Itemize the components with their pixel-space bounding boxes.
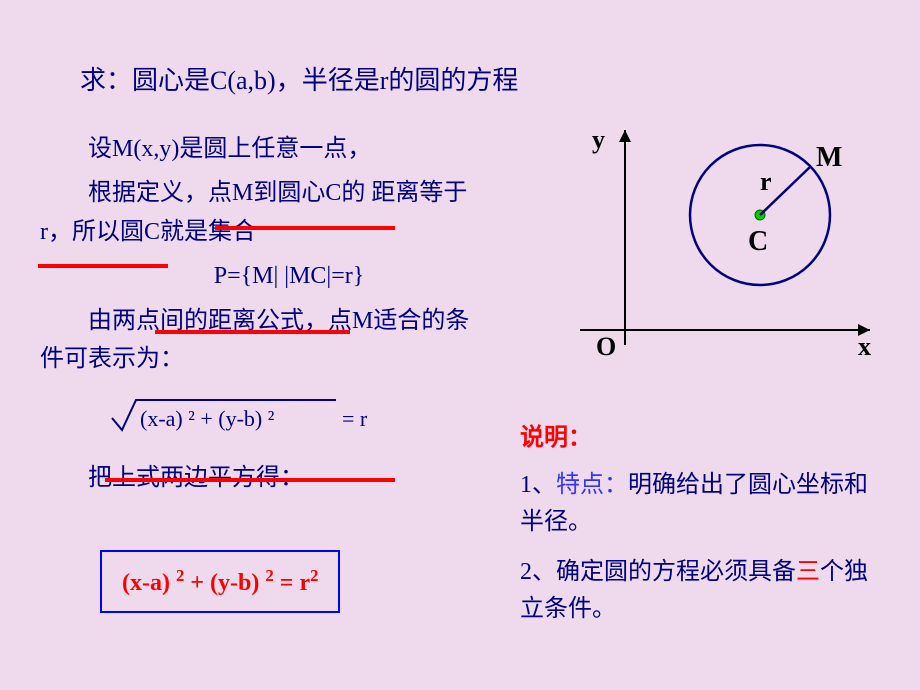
M-label: M bbox=[816, 142, 842, 173]
sqrt-eq-r: = r bbox=[342, 406, 368, 431]
origin-label: O bbox=[596, 332, 616, 361]
set-formula: P={M| |MC|=r} bbox=[40, 257, 490, 295]
p2b: 点M到圆心C的 bbox=[208, 180, 365, 206]
pt1-num: 1、 bbox=[520, 472, 556, 498]
p3: 由两点间的距离公式，点M适合的条件可表示为： bbox=[40, 302, 490, 379]
p2a: 根据定义， bbox=[88, 180, 208, 206]
p1: 设M(x,y)是圆上任意一点， bbox=[40, 130, 490, 168]
explanation: 说明： 1、特点：明确给出了圆心坐标和半径。 2、确定圆的方程必须具备三个独立条… bbox=[520, 420, 890, 640]
explain-pt2: 2、确定圆的方程必须具备三个独立条件。 bbox=[520, 554, 890, 628]
pt2-red: 三 bbox=[796, 559, 820, 585]
sqrt-formula: (x-a) ² + (y-b) ² = r bbox=[110, 396, 490, 448]
C-label: C bbox=[748, 226, 768, 257]
standard-equation-box: (x-a) 2 + (y-b) 2 = r2 bbox=[100, 550, 340, 613]
explain-heading: 说明： bbox=[520, 420, 890, 457]
p2d: ，所以圆C就是集合 bbox=[48, 219, 256, 245]
title: 求：圆心是C(a,b)，半径是r的圆的方程 bbox=[80, 60, 518, 97]
graph-svg: y x O M C r bbox=[520, 120, 880, 370]
underline-3 bbox=[155, 330, 350, 334]
sqrt-svg: (x-a) ² + (y-b) ² = r bbox=[110, 396, 430, 436]
underline-4 bbox=[105, 478, 395, 482]
box-c: = r bbox=[274, 570, 310, 596]
y-label: y bbox=[592, 125, 605, 154]
y-arrow-icon bbox=[619, 130, 631, 142]
box-b: + (y-b) bbox=[184, 570, 265, 596]
slide: 求：圆心是C(a,b)，半径是r的圆的方程 设M(x,y)是圆上任意一点， 根据… bbox=[0, 0, 920, 690]
box-a: (x-a) bbox=[122, 570, 176, 596]
sqrt-inner: (x-a) ² + (y-b) ² bbox=[140, 406, 275, 431]
coordinate-graph: y x O M C r bbox=[520, 120, 880, 370]
derivation-column: 设M(x,y)是圆上任意一点， 根据定义，点M到圆心C的 距离等于r，所以圆C就… bbox=[40, 130, 490, 503]
r-label: r bbox=[760, 167, 772, 196]
box-sup2: 2 bbox=[265, 566, 273, 585]
p1-text: 设M(x,y)是圆上任意一点， bbox=[88, 136, 371, 162]
p2: 根据定义，点M到圆心C的 距离等于r，所以圆C就是集合 bbox=[40, 174, 490, 251]
x-label: x bbox=[858, 332, 871, 361]
box-sup3: 2 bbox=[310, 566, 318, 585]
underline-2 bbox=[38, 264, 168, 268]
pt2-num: 2、 bbox=[520, 559, 556, 585]
pt1-key: 特点： bbox=[556, 472, 628, 498]
explain-pt1: 1、特点：明确给出了圆心坐标和半径。 bbox=[520, 467, 890, 541]
pt2-a: 确定圆的方程必须具备 bbox=[556, 559, 796, 585]
underline-1 bbox=[215, 226, 395, 230]
